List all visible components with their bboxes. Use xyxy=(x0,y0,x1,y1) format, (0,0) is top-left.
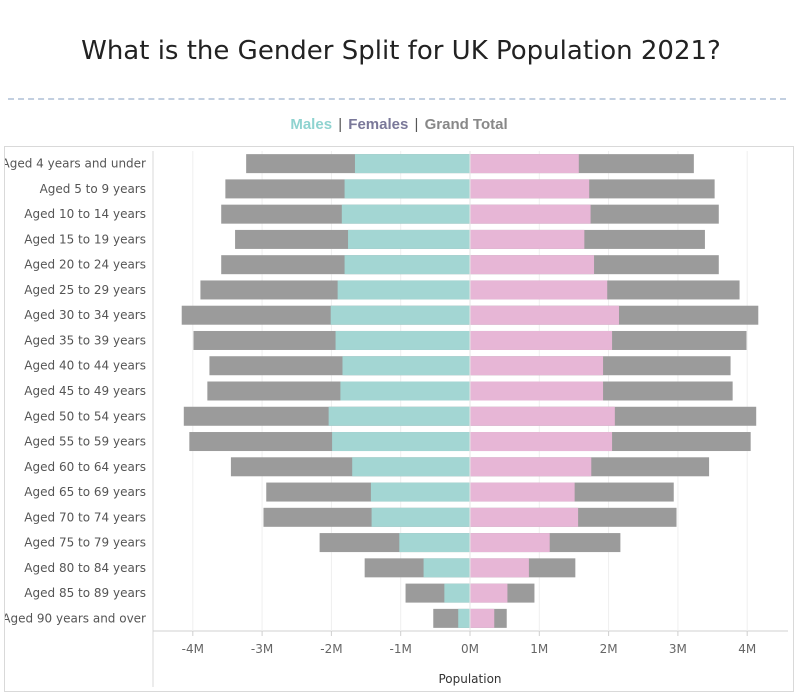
x-tick-label: 3M xyxy=(669,642,687,656)
x-tick-label: -2M xyxy=(320,642,342,656)
males-bar xyxy=(330,305,470,325)
legend-separator: | xyxy=(414,116,419,133)
females-bar xyxy=(470,356,604,376)
males-bar xyxy=(352,457,470,477)
legend-separator: | xyxy=(338,116,343,133)
category-label: Aged 90 years and over xyxy=(5,611,146,625)
category-label: Aged 40 to 44 years xyxy=(24,359,146,373)
females-bar xyxy=(470,280,608,300)
males-bar xyxy=(337,280,470,300)
males-bar xyxy=(340,381,470,401)
category-label: Aged 45 to 49 years xyxy=(24,384,146,398)
females-bar xyxy=(470,330,613,350)
females-bar xyxy=(470,482,575,502)
males-bar xyxy=(371,507,470,527)
males-bar xyxy=(423,558,470,578)
females-bar xyxy=(470,533,550,553)
category-label: Aged 80 to 84 years xyxy=(24,561,146,575)
females-bar xyxy=(470,229,585,249)
category-label: Aged 75 to 79 years xyxy=(24,536,146,550)
chart-title: What is the Gender Split for UK Populati… xyxy=(81,36,721,66)
category-label: Aged 5 to 9 years xyxy=(40,182,146,196)
females-bar xyxy=(470,583,508,603)
x-tick-label: 0M xyxy=(461,642,479,656)
males-bar xyxy=(332,432,470,452)
females-bar xyxy=(470,457,592,477)
legend-females[interactable]: Females xyxy=(348,116,409,133)
category-label: Aged 70 to 74 years xyxy=(24,510,146,524)
category-label: Aged 50 to 54 years xyxy=(24,409,146,423)
x-tick-label: 1M xyxy=(530,642,548,656)
males-bar xyxy=(328,406,470,426)
males-bar xyxy=(348,229,470,249)
x-tick-label: -4M xyxy=(182,642,204,656)
category-label: Aged 30 to 34 years xyxy=(24,308,146,322)
males-bar xyxy=(342,356,470,376)
x-axis-title: Population xyxy=(438,672,501,686)
legend: Males | Females | Grand Total xyxy=(0,116,798,133)
x-tick-label: 4M xyxy=(738,642,756,656)
x-tick-label: 2M xyxy=(600,642,618,656)
males-bar xyxy=(458,608,470,628)
males-bar xyxy=(370,482,470,502)
females-bar xyxy=(470,432,613,452)
females-bar xyxy=(470,154,579,174)
males-bar xyxy=(354,154,470,174)
females-bar xyxy=(470,558,529,578)
legend-grand-total[interactable]: Grand Total xyxy=(424,116,508,133)
category-label: Aged 35 to 39 years xyxy=(24,333,146,347)
chart-frame: -4M -3M -2M -1M 0M 1M 2M 3M 4M Aged 4 years and u… xyxy=(4,146,794,692)
males-bar xyxy=(341,204,470,224)
category-label: Aged 55 to 59 years xyxy=(24,435,146,449)
title-divider xyxy=(8,98,786,100)
category-label: Aged 15 to 19 years xyxy=(24,232,146,246)
category-label: Aged 65 to 69 years xyxy=(24,485,146,499)
category-label: Aged 10 to 14 years xyxy=(24,207,146,221)
males-bar xyxy=(444,583,470,603)
females-bar xyxy=(470,255,595,275)
females-bar xyxy=(470,305,619,325)
females-bar xyxy=(470,381,604,401)
males-bar xyxy=(399,533,470,553)
females-bar xyxy=(470,507,579,527)
legend-males[interactable]: Males xyxy=(290,116,333,133)
category-label: Aged 20 to 24 years xyxy=(24,258,146,272)
males-bar xyxy=(344,179,470,199)
population-pyramid-chart: -4M -3M -2M -1M 0M 1M 2M 3M 4M Aged 4 years and u… xyxy=(5,151,788,687)
x-tick-label: -1M xyxy=(390,642,412,656)
females-bar xyxy=(470,204,591,224)
females-bar xyxy=(470,406,615,426)
males-bar xyxy=(344,255,470,275)
category-label: Aged 25 to 29 years xyxy=(24,283,146,297)
females-bar xyxy=(470,608,495,628)
females-bar xyxy=(470,179,590,199)
x-tick-label: -3M xyxy=(251,642,273,656)
category-label: Aged 4 years and under xyxy=(5,157,146,171)
males-bar xyxy=(335,330,470,350)
category-label: Aged 85 to 89 years xyxy=(24,586,146,600)
category-label: Aged 60 to 64 years xyxy=(24,460,146,474)
